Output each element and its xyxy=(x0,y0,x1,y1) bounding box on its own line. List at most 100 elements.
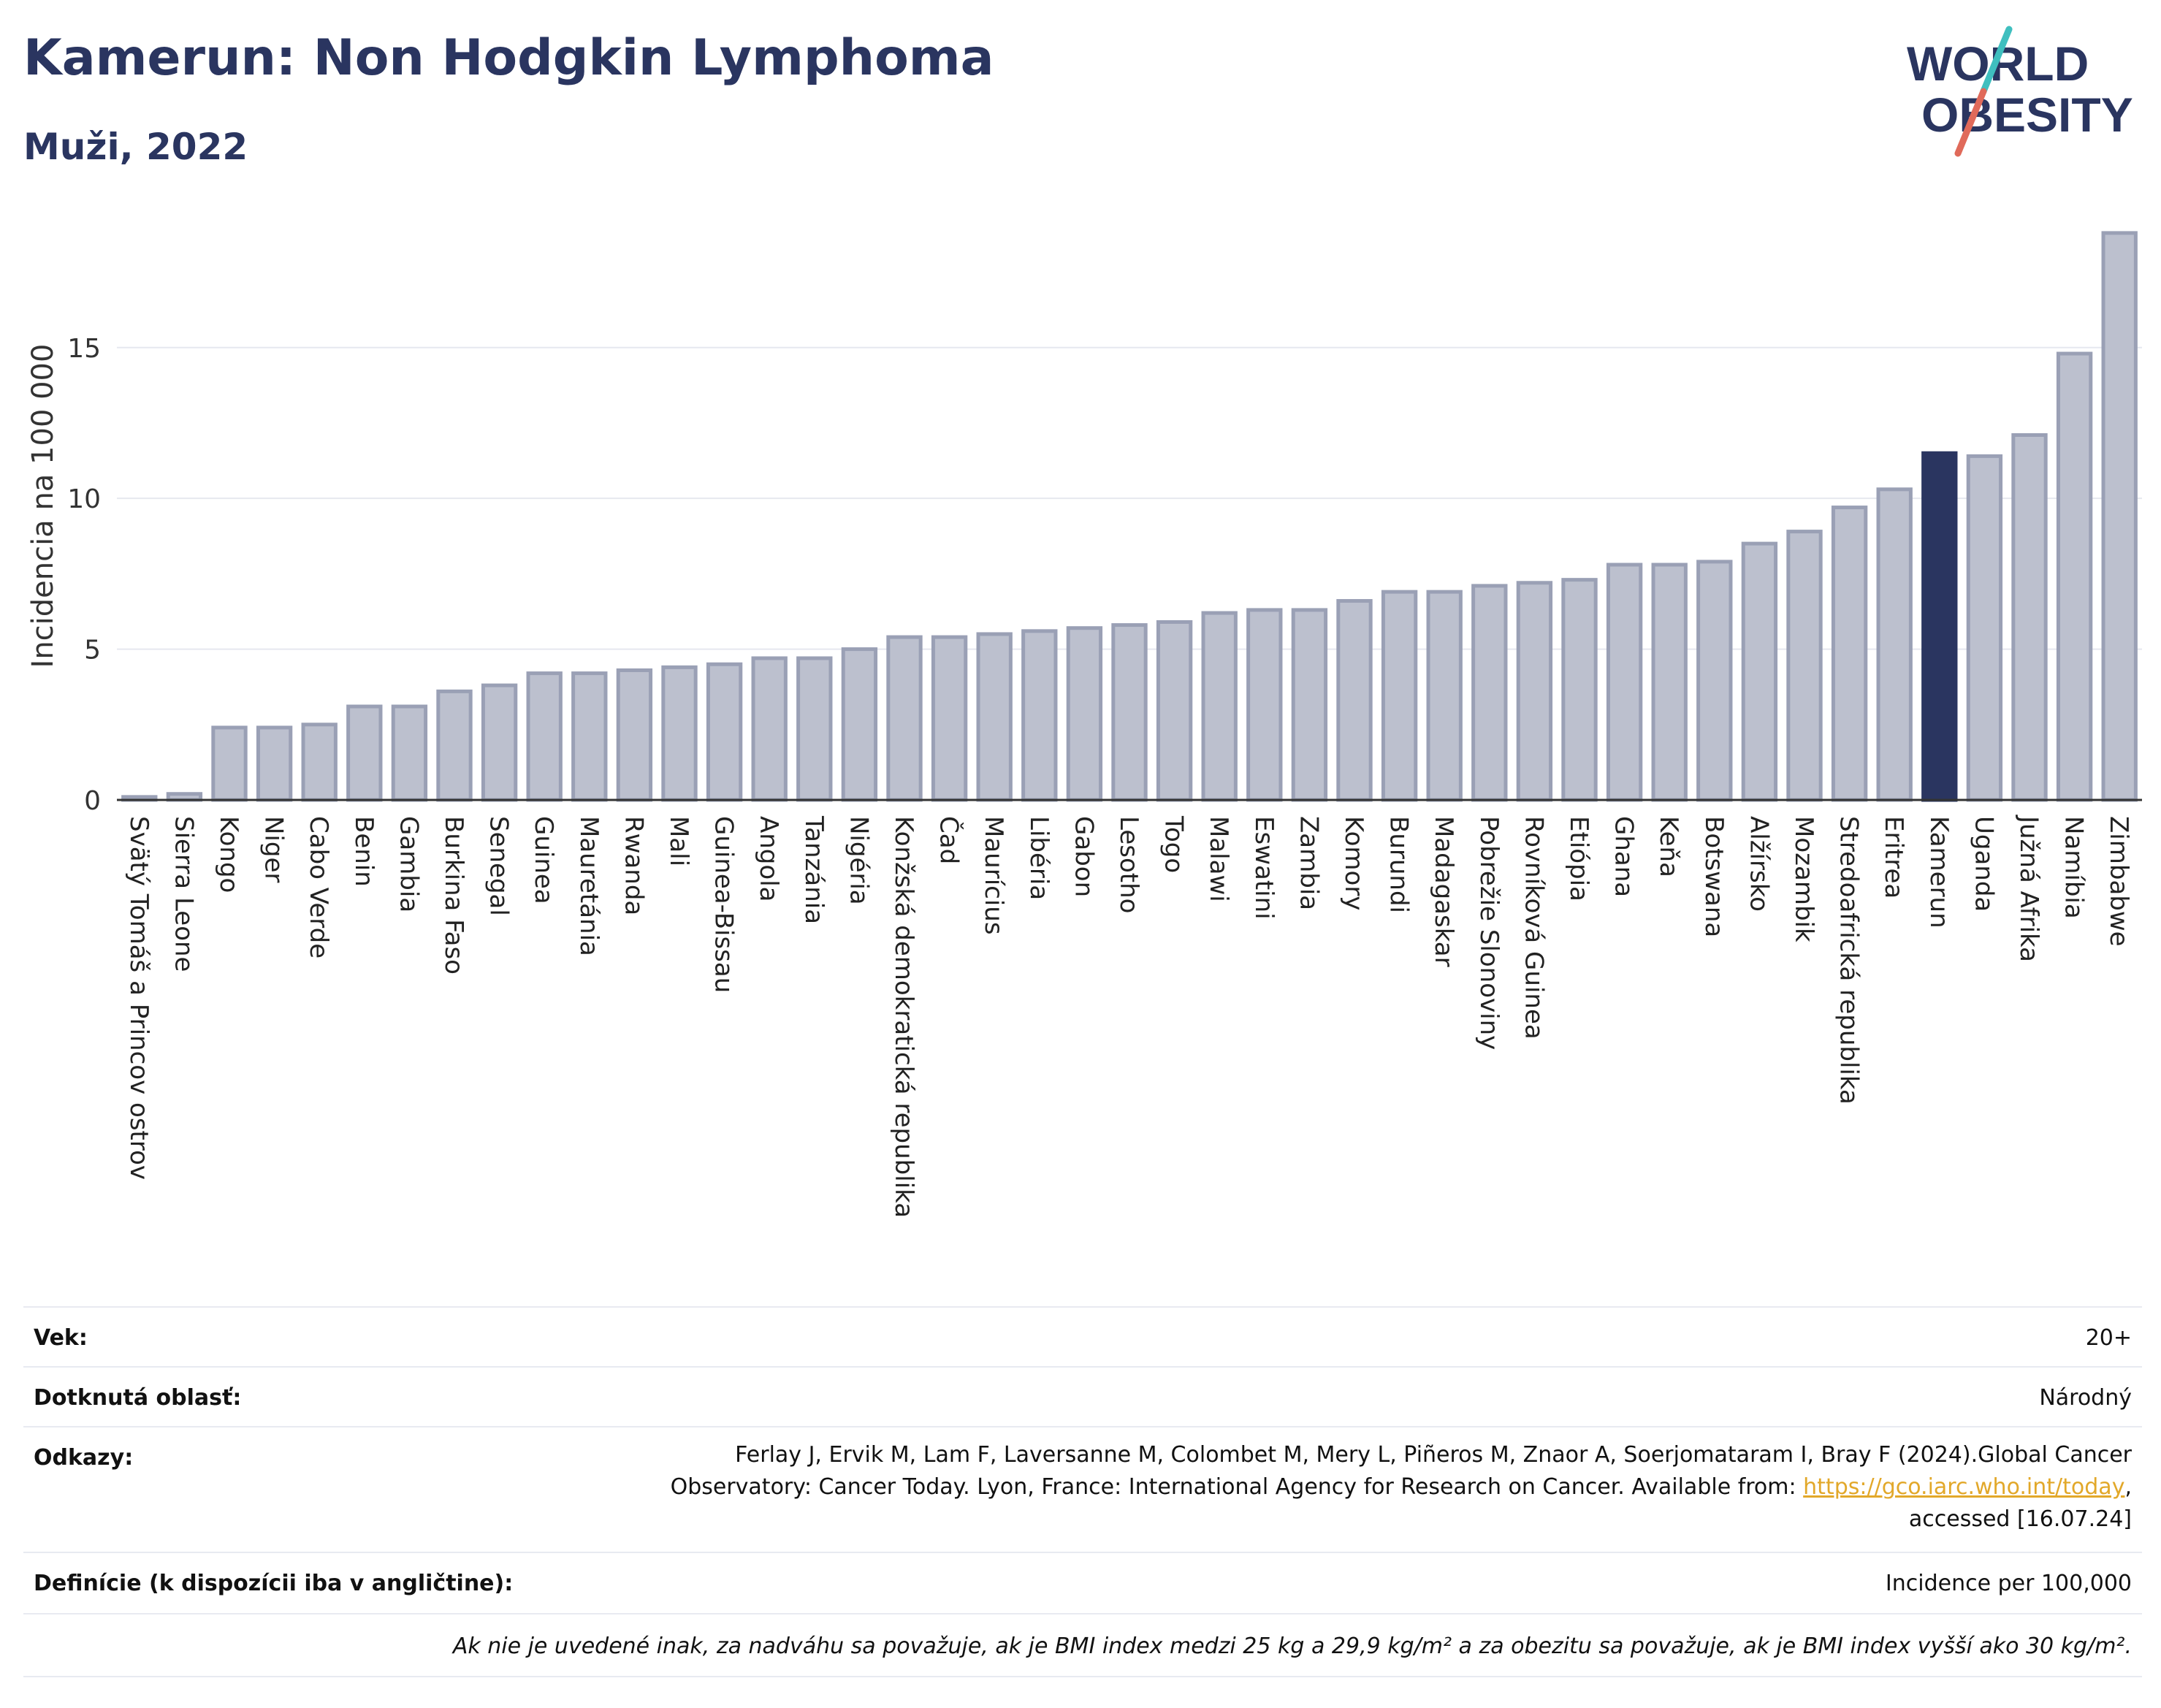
x-tick-label: Kongo xyxy=(214,816,243,893)
info-row-area: Dotknutá oblasť: Národný xyxy=(23,1366,2142,1426)
age-label: Vek: xyxy=(34,1325,88,1351)
info-row-definitions: Definície (k dispozícii iba v angličtine… xyxy=(23,1552,2142,1613)
bar xyxy=(886,635,923,802)
x-tick-label: Libéria xyxy=(1024,816,1053,900)
bar xyxy=(616,668,653,802)
info-row-age: Vek: 20+ xyxy=(23,1306,2142,1366)
x-tick-label: Etiópia xyxy=(1564,816,1593,901)
x-tick-label: Botswana xyxy=(1699,816,1729,937)
x-tick-label: Kamerun xyxy=(1924,816,1954,929)
bar xyxy=(346,704,383,802)
x-tick-label: Nigéria xyxy=(844,816,873,905)
bar xyxy=(1786,530,1823,802)
x-tick-label: Togo xyxy=(1159,815,1189,873)
bar xyxy=(1471,584,1508,802)
x-tick-label: Eswatini xyxy=(1249,816,1278,920)
chart-title: Kamerun: Non Hodgkin Lymphoma xyxy=(23,29,994,87)
info-row-note: Ak nie je uvedené inak, za nadváhu sa po… xyxy=(23,1613,2142,1676)
references-label: Odkazy: xyxy=(34,1445,134,1471)
info-bottom-divider xyxy=(23,1676,2142,1677)
bar xyxy=(2101,231,2138,802)
x-tick-label: Sierra Leone xyxy=(169,816,198,972)
x-tick-label: Svätý Tomáš a Princov ostrov xyxy=(124,816,153,1180)
bar xyxy=(211,725,248,802)
bar xyxy=(706,662,743,802)
bar xyxy=(1696,560,1733,802)
bar xyxy=(1426,590,1463,802)
x-tick-label: Zambia xyxy=(1294,816,1323,910)
bar xyxy=(661,665,698,802)
x-tick-label: Lesotho xyxy=(1114,816,1143,913)
bar xyxy=(1201,611,1238,802)
y-tick-label: 10 xyxy=(67,484,101,514)
bar xyxy=(526,671,563,802)
x-tick-label: Niger xyxy=(259,816,289,882)
y-tick-label: 15 xyxy=(67,334,101,364)
bar xyxy=(1831,506,1868,802)
x-tick-label: Pobrežie Slonoviny xyxy=(1474,816,1503,1050)
x-tick-label: Maurícius xyxy=(979,816,1008,935)
world-obesity-logo: WORLD OBESITY xyxy=(1907,26,2133,157)
x-tick-label: Alžírsko xyxy=(1744,816,1773,912)
x-tick-label: Namíbia xyxy=(2059,816,2089,919)
logo-line2: OBESITY xyxy=(1921,88,2133,142)
references-line-1: Ferlay J, Ervik M, Lam F, Laversanne M, … xyxy=(735,1442,2132,1468)
bar xyxy=(301,723,338,802)
bar xyxy=(571,671,608,802)
area-value: Národný xyxy=(2039,1385,2132,1411)
bar xyxy=(391,704,428,802)
bar xyxy=(1066,626,1103,802)
x-tick-label: Eritrea xyxy=(1879,816,1908,899)
bmi-note: Ak nie je uvedené inak, za nadváhu sa po… xyxy=(452,1633,2132,1659)
bar xyxy=(1021,629,1058,802)
x-tick-label: Burundi xyxy=(1384,816,1414,913)
x-tick-label: Tanzánia xyxy=(799,815,828,924)
x-tick-label: Angola xyxy=(754,816,783,901)
bar xyxy=(931,635,968,802)
x-tick-label: Mauretánia xyxy=(574,816,603,956)
x-tick-label: Konžská demokratická republika xyxy=(889,816,918,1218)
x-tick-label: Ghana xyxy=(1609,816,1639,897)
definitions-value: Incidence per 100,000 xyxy=(1885,1571,2132,1596)
x-tick-label: Gabon xyxy=(1069,816,1098,897)
bar-highlight xyxy=(1921,451,1958,802)
x-tick-label: Komory xyxy=(1339,816,1368,910)
x-tick-label: Uganda xyxy=(1969,816,1998,912)
bar xyxy=(436,689,473,802)
x-tick-label: Mali xyxy=(664,816,693,866)
x-tick-label: Čad xyxy=(934,816,964,864)
x-tick-label: Stredoafrická republika xyxy=(1834,816,1864,1105)
chart-subtitle: Muži, 2022 xyxy=(23,126,248,168)
logo-slash-red xyxy=(1954,88,1987,157)
x-tick-label: Malawi xyxy=(1204,816,1233,902)
y-axis-label: Incidencia na 100 000 xyxy=(26,344,60,668)
bar xyxy=(1156,619,1193,802)
info-row-references: Odkazy: Ferlay J, Ervik M, Lam F, Lavers… xyxy=(23,1426,2142,1552)
bar xyxy=(796,656,833,802)
x-tick-label: Guinea-Bissau xyxy=(709,816,739,993)
x-tick-label: Keňa xyxy=(1654,816,1683,877)
bar xyxy=(1291,608,1328,802)
x-tick-label: Rovníková Guinea xyxy=(1519,816,1548,1040)
bar xyxy=(2056,351,2093,802)
x-tick-label: Benin xyxy=(349,816,378,887)
bar xyxy=(1876,487,1913,802)
x-tick-label: Mozambik xyxy=(1789,816,1818,942)
bar xyxy=(751,656,788,802)
bar xyxy=(1651,563,1688,802)
info-table: Vek: 20+ Dotknutá oblasť: Národný Odkazy… xyxy=(23,1306,2142,1677)
logo-slash-teal xyxy=(1980,26,2013,95)
bar xyxy=(1966,454,2003,802)
references-value: Ferlay J, Ervik M, Lam F, Laversanne M, … xyxy=(525,1439,2132,1536)
x-tick-label: Guinea xyxy=(529,816,558,904)
bar xyxy=(1246,608,1283,802)
bar xyxy=(481,683,518,802)
bar xyxy=(1516,581,1553,802)
bar xyxy=(976,632,1013,802)
x-tick-label: Rwanda xyxy=(619,816,648,915)
references-line-3: accessed [16.07.24] xyxy=(1908,1506,2132,1532)
references-link[interactable]: https://gco.iarc.who.int/today xyxy=(1803,1474,2125,1500)
bar xyxy=(1381,590,1418,802)
x-tick-label: Južná Afrika xyxy=(2014,815,2043,962)
